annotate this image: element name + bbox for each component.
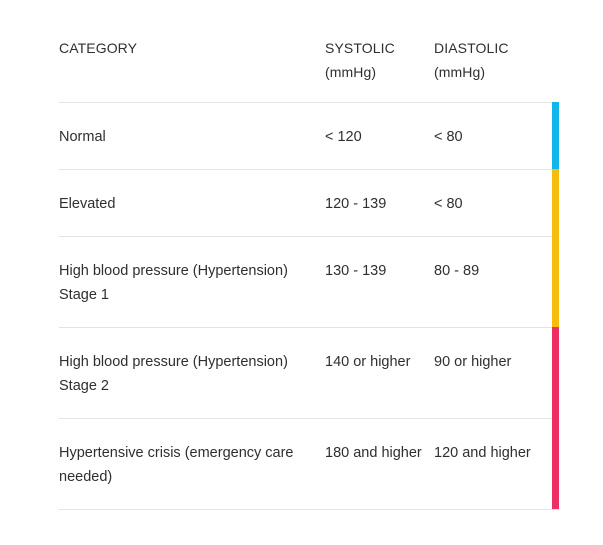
systolic-header-unit: (mmHg): [325, 64, 377, 80]
category-color-bar: [552, 102, 559, 169]
category-color-bar: [552, 327, 559, 418]
diastolic-header-label: DIASTOLIC: [434, 40, 509, 56]
table-row: High blood pressure (Hypertension) Stage…: [59, 327, 559, 419]
systolic-cell: 140 or higher: [325, 354, 411, 370]
category-text: Elevated: [59, 196, 116, 212]
table-header-row: CATEGORY SYSTOLIC (mmHg) DIASTOLIC (mmHg…: [59, 34, 559, 103]
systolic-cell: 130 - 139: [325, 263, 387, 279]
diastolic-cell: < 80: [434, 196, 463, 212]
diastolic-cell: < 80: [434, 129, 463, 145]
systolic-cell: 120 - 139: [325, 196, 387, 212]
diastolic-cell: 90 or higher: [434, 354, 512, 370]
category-cell: Hypertensive crisis (emergency care need…: [59, 441, 314, 489]
category-header: CATEGORY: [59, 36, 314, 60]
category-cell: Elevated: [59, 192, 314, 216]
category-text: Hypertensive crisis (emergency care: [59, 445, 294, 461]
diastolic-cell: 120 and higher: [434, 445, 531, 461]
diastolic-header: DIASTOLIC (mmHg): [434, 36, 549, 84]
category-color-bar: [552, 236, 559, 327]
systolic-cell: 180 and higher: [325, 445, 422, 461]
category-cell: High blood pressure (Hypertension) Stage…: [59, 350, 314, 398]
category-header-label: CATEGORY: [59, 40, 138, 56]
systolic-header-label: SYSTOLIC: [325, 40, 395, 56]
category-text-continued: Stage 2: [59, 378, 109, 394]
table-row: Hypertensive crisis (emergency care need…: [59, 418, 559, 510]
category-text-continued: Stage 1: [59, 287, 109, 303]
table-row: Normal < 120 < 80: [59, 102, 559, 170]
table-row: Elevated 120 - 139 < 80: [59, 169, 559, 237]
category-text: High blood pressure (Hypertension): [59, 263, 288, 279]
category-color-bar: [552, 169, 559, 236]
category-text: High blood pressure (Hypertension): [59, 354, 288, 370]
diastolic-cell: 80 - 89: [434, 263, 480, 279]
category-text: Normal: [59, 129, 106, 145]
systolic-header: SYSTOLIC (mmHg): [325, 36, 433, 84]
category-text-continued: needed): [59, 469, 113, 485]
table-row: High blood pressure (Hypertension) Stage…: [59, 236, 559, 328]
diastolic-header-unit: (mmHg): [434, 64, 486, 80]
blood-pressure-table: CATEGORY SYSTOLIC (mmHg) DIASTOLIC (mmHg…: [59, 34, 559, 510]
category-cell: Normal: [59, 125, 314, 149]
systolic-cell: < 120: [325, 129, 362, 145]
category-color-bar: [552, 418, 559, 509]
category-cell: High blood pressure (Hypertension) Stage…: [59, 259, 314, 307]
